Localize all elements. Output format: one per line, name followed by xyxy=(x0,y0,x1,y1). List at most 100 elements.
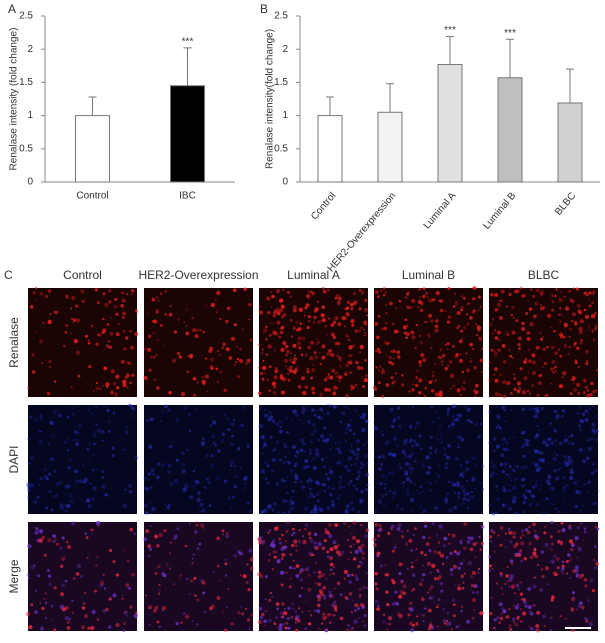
x-tick-label: Luminal B xyxy=(481,190,518,231)
micrograph-dot xyxy=(469,316,473,320)
micrograph-dot xyxy=(511,305,515,310)
micrograph-dot xyxy=(404,470,409,475)
micrograph-dot xyxy=(525,528,529,532)
micrograph xyxy=(488,405,600,516)
micrograph-dot xyxy=(156,386,160,390)
micrograph-dot xyxy=(576,412,579,415)
micrograph-dot xyxy=(504,532,507,535)
micrograph-dot xyxy=(247,587,251,592)
micrograph-dot xyxy=(321,305,326,310)
micrograph-dot xyxy=(382,293,386,297)
micrograph-dot xyxy=(463,326,467,330)
micrograph-dot xyxy=(143,503,148,508)
micrograph-dot xyxy=(93,589,97,593)
micrograph-dot xyxy=(301,587,304,590)
micrograph-dot xyxy=(337,296,342,301)
micrograph-dot xyxy=(38,538,43,543)
micrograph-dot xyxy=(331,442,333,445)
micrograph-dot xyxy=(336,341,340,346)
micrograph-dot xyxy=(334,371,339,376)
micrograph-dot xyxy=(531,360,536,365)
micrograph-dot xyxy=(90,528,93,532)
micrograph-dot xyxy=(495,488,498,491)
micrograph-dot xyxy=(264,444,267,447)
micrograph-dot xyxy=(334,441,337,444)
micrograph-dot xyxy=(112,560,116,564)
micrograph-dot xyxy=(412,493,415,496)
micrograph-dot xyxy=(381,368,384,371)
micrograph-dot xyxy=(235,475,238,479)
micrograph-dot xyxy=(239,574,242,576)
micrograph-dot xyxy=(534,530,537,533)
micrograph-dot xyxy=(271,568,274,571)
micrograph-dot xyxy=(441,562,445,565)
micrograph-dot xyxy=(409,424,413,428)
micrograph-dot xyxy=(384,291,387,294)
micrograph-dot xyxy=(339,475,343,479)
micrograph-dot xyxy=(338,480,342,484)
micrograph-dot xyxy=(397,354,401,358)
micrograph-bg xyxy=(144,522,253,631)
micrograph-dot xyxy=(344,372,348,376)
micrograph-dot xyxy=(461,471,465,475)
micrograph-dot xyxy=(186,355,190,358)
micrograph-dot xyxy=(326,437,330,441)
micrograph-dot xyxy=(221,432,225,437)
micrograph-dot xyxy=(595,560,597,562)
micrograph-dot xyxy=(156,564,161,569)
micrograph-dot xyxy=(258,540,263,545)
micrograph-dot xyxy=(573,341,577,345)
micrograph-dot xyxy=(152,331,155,335)
micrograph xyxy=(257,286,369,398)
micrograph-dot xyxy=(553,428,558,433)
micrograph-dot xyxy=(506,566,509,569)
micrograph-dot xyxy=(528,610,532,613)
micrograph-dot xyxy=(344,509,349,514)
micrograph-dot xyxy=(349,479,353,483)
micrograph-dot xyxy=(448,508,453,513)
micrograph-dot xyxy=(108,300,112,304)
micrograph-dot xyxy=(233,553,238,558)
micrograph-dot xyxy=(291,489,295,493)
micrograph-dot xyxy=(525,488,529,493)
micrograph-dot xyxy=(106,385,109,389)
micrograph-dot xyxy=(443,536,448,541)
micrograph-dot xyxy=(315,451,320,456)
micrograph-dot xyxy=(446,342,449,345)
micrograph-dot xyxy=(289,368,294,374)
micrograph-dot xyxy=(35,467,37,470)
micrograph-dot xyxy=(365,472,370,477)
micrograph-dot xyxy=(460,385,463,389)
micrograph-dot xyxy=(307,587,312,592)
column-label: BLBC xyxy=(528,268,560,282)
micrograph-dot xyxy=(398,594,403,599)
micrograph-dot xyxy=(348,525,350,528)
micrograph-dot xyxy=(347,482,351,486)
micrograph-dot xyxy=(327,373,331,376)
micrograph-dot xyxy=(533,576,536,579)
micrograph-dot xyxy=(535,467,541,473)
micrograph-dot xyxy=(407,488,409,491)
micrograph-dot xyxy=(452,384,456,388)
micrograph-dot xyxy=(248,509,252,513)
micrograph-dot xyxy=(435,534,439,537)
micrograph-dot xyxy=(195,520,199,524)
micrograph-dot xyxy=(27,461,31,465)
micrograph-dot xyxy=(280,331,284,335)
micrograph-dot xyxy=(405,336,408,340)
micrograph-dot xyxy=(200,441,206,446)
micrograph-dot xyxy=(184,483,189,489)
micrograph-dot xyxy=(455,352,459,357)
micrograph-dot xyxy=(463,572,466,575)
micrograph-dot xyxy=(504,616,507,619)
micrograph-dot xyxy=(266,378,270,381)
micrograph-dot xyxy=(48,289,52,293)
micrograph-dot xyxy=(567,455,571,459)
micrograph-dot xyxy=(477,435,481,439)
micrograph-dot xyxy=(346,313,350,317)
micrograph-dot xyxy=(56,482,60,486)
micrograph xyxy=(143,404,253,515)
micrograph-dot xyxy=(437,603,440,606)
micrograph-dot xyxy=(121,298,126,303)
micrograph-dot xyxy=(26,483,31,488)
